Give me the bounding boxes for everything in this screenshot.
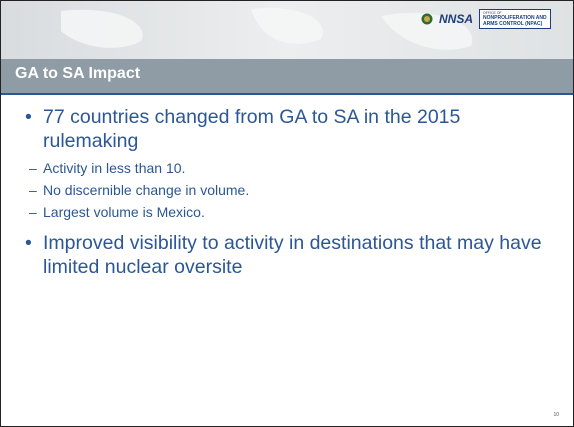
bullet-item: Improved visibility to activity in desti… xyxy=(23,231,553,279)
logo: NNSA OFFICE OF NONPROLIFERATION AND ARMS… xyxy=(421,9,551,29)
office-line: ARMS CONTROL (NPAC) xyxy=(483,21,543,27)
seal-icon xyxy=(421,13,433,25)
slide-title: GA to SA Impact xyxy=(15,65,141,82)
office-label: OFFICE OF NONPROLIFERATION AND ARMS CONT… xyxy=(479,9,551,29)
logo-text: NNSA xyxy=(439,12,474,26)
sub-bullet: Activity in less than 10. xyxy=(23,157,553,179)
sub-bullets: Activity in less than 10.No discernible … xyxy=(23,157,553,223)
sub-bullet: No discernible change in volume. xyxy=(23,179,553,201)
sub-bullet: Largest volume is Mexico. xyxy=(23,201,553,223)
office-line: NONPROLIFERATION AND xyxy=(483,15,547,21)
header-background xyxy=(1,1,573,95)
content: 77 countries changed from GA to SA in th… xyxy=(23,105,553,287)
bullet: 77 countries changed from GA to SA in th… xyxy=(23,105,553,153)
office-line: OFFICE OF xyxy=(483,11,502,15)
bullet: Improved visibility to activity in desti… xyxy=(23,231,553,279)
page-number: 10 xyxy=(553,412,559,418)
bullet-item: 77 countries changed from GA to SA in th… xyxy=(23,105,553,223)
